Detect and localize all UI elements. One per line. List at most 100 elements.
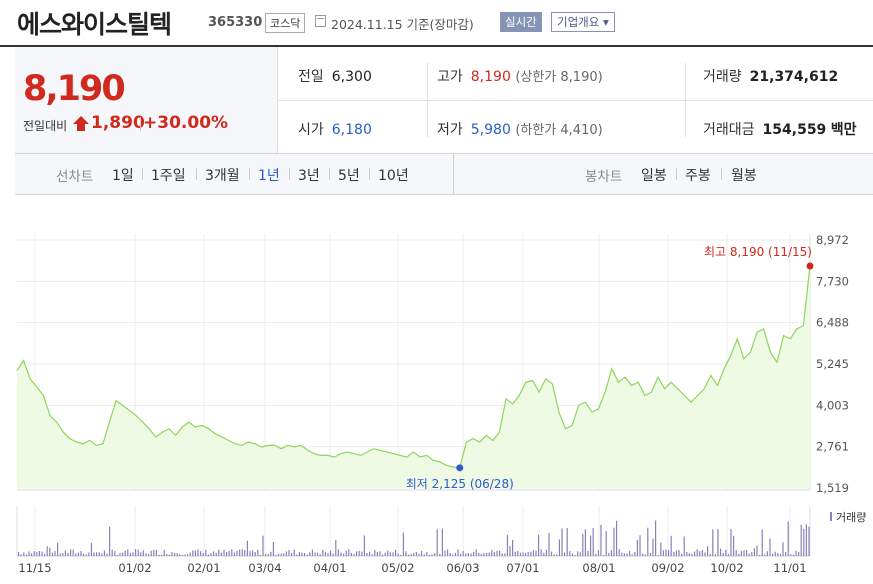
volume-bar [582,534,584,556]
volume-bar [540,549,542,556]
volume-bar [551,551,553,556]
volume-bar [610,550,612,556]
company-info-dropdown[interactable]: 기업개요 ▾ [551,12,615,32]
volume-bar [192,550,194,556]
y-tick-label: 7,730 [816,274,849,288]
y-tick-label: 1,519 [816,481,849,495]
volume-bar [426,552,428,556]
volume-bar [483,553,485,556]
volume-bar [155,550,157,556]
x-tick-label: 11/01 [773,561,806,575]
volume-bar [746,550,748,556]
volume-bar [519,552,521,556]
volume-bar [714,554,716,556]
volume-bar [475,549,477,556]
tab-10y[interactable]: 10년 [378,168,409,184]
tab-1w[interactable]: 1주일 [151,168,186,184]
volume-bar [350,552,352,556]
volume-bar [80,551,82,556]
volume-bar [267,554,269,556]
volume-bar [236,550,238,556]
volume-bar [228,550,230,556]
volume-bar [25,554,27,556]
stock-code: 365330 [208,15,263,30]
x-tick-label: 06/03 [446,561,479,575]
volume-bar [345,550,347,556]
divider [140,117,141,131]
volume-bar [738,553,740,556]
volume-bar [800,524,802,556]
volume-bar [324,551,326,556]
volume-bar [543,552,545,556]
volume-bar [574,554,576,556]
x-tick-label: 03/04 [248,561,281,575]
volume-bar [103,550,105,556]
volume-bar [181,555,183,556]
current-price: 8,190 [23,69,126,109]
tab-3m[interactable]: 3개월 [205,168,240,184]
tab-monthly[interactable]: 월봉 [731,168,757,184]
volume-bar [777,552,779,556]
volume-bar [686,551,688,556]
volume-bar [176,553,178,556]
volume-bar [514,551,516,556]
volume-bar [478,552,480,556]
tab-1d[interactable]: 1일 [112,168,134,184]
volume-bar [148,554,150,556]
volume-bar [730,529,732,556]
volume-bar [683,536,685,556]
volume-bar [210,553,212,556]
volume-bar [356,551,358,556]
tab-5y[interactable]: 5년 [338,168,360,184]
volume-bar [337,549,339,556]
volume-bar [501,553,503,556]
calendar-icon [315,15,326,27]
tab-weekly[interactable]: 주봉 [685,168,711,184]
volume-bar [96,552,98,556]
volume-bar [402,532,404,556]
x-tick-label: 07/01 [506,561,539,575]
tab-1y[interactable]: 1년 [258,168,280,184]
volume-bar [696,549,698,556]
volume-bar [452,554,454,556]
volume-bar [735,550,737,556]
tab-3y[interactable]: 3년 [298,168,320,184]
realtime-button[interactable]: 실시간 [500,12,542,32]
volume-bar [486,553,488,556]
volume-bar [233,552,235,556]
volume-bar [470,553,472,556]
volume-bar [530,551,532,556]
volume-bar [465,553,467,556]
volume-bar [649,552,651,556]
volume-bar [213,551,215,556]
volume-bar [262,535,264,556]
volume-bar [644,554,646,556]
volume-bar [215,552,217,556]
volume-bar [205,549,207,556]
volume-bar [296,554,298,556]
volume-bar [717,529,719,556]
volume-bar [621,552,623,556]
volume-bar [31,553,33,556]
volume-bar [709,553,711,556]
volume-bar [207,554,209,556]
y-tick-label: 6,488 [816,316,849,330]
y-tick-label: 5,245 [816,357,849,371]
volume-bar [785,552,787,556]
volume-bar [460,554,462,556]
current-price-box: 8,190 전일대비 1,890 +30.00% [15,47,278,153]
price-chart: 최고 8,190 (11/15) 최저 2,125 (06/28) 8,972 7… [16,233,866,575]
y-tick-label: 8,972 [816,233,849,247]
volume-bar [340,552,342,556]
volume-bar [153,549,155,556]
volume-bar [509,546,511,556]
volume-bar [384,552,386,556]
volume-bar [142,550,144,556]
volume-bar [636,539,638,556]
volume-bar [792,554,794,556]
volume-bar [707,546,709,556]
tab-daily[interactable]: 일봉 [641,168,667,184]
volume-bar [740,550,742,556]
change-label: 전일대비 [23,119,68,133]
volume-bar [285,551,287,556]
